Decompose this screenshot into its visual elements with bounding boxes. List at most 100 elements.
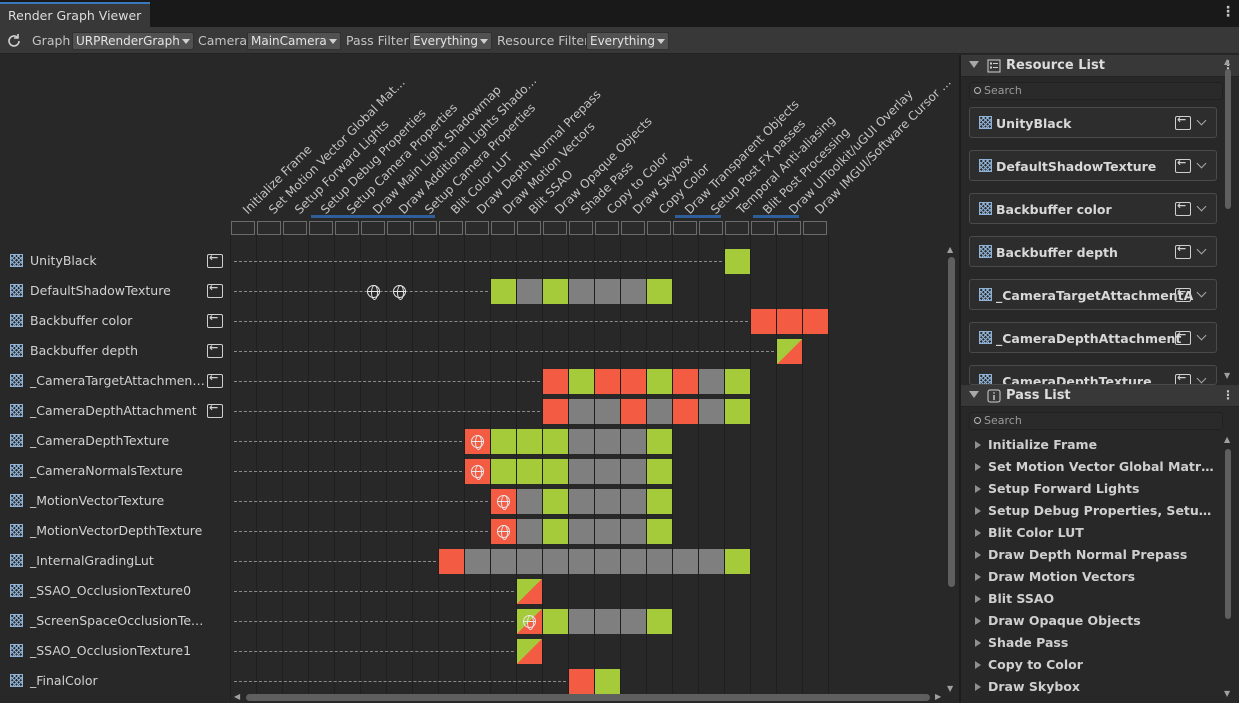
pass-column-header-box[interactable] <box>803 221 827 235</box>
pass-list-scrollbar[interactable]: ▲ ▼ <box>1224 435 1232 703</box>
pass-column-header-box[interactable] <box>491 221 515 235</box>
resource-search-input[interactable]: Search <box>969 82 1223 100</box>
write-cell[interactable] <box>439 549 464 574</box>
write-cell[interactable] <box>621 369 646 394</box>
unused-cell[interactable] <box>699 549 724 574</box>
resource-row-label[interactable]: _SSAO_OcclusionTexture0 <box>10 583 205 603</box>
read-cell[interactable] <box>543 609 568 634</box>
collapse-triangle-icon[interactable] <box>969 61 979 68</box>
resource-row-label[interactable]: _CameraDepthTexture <box>10 433 205 453</box>
pass-column-header-box[interactable] <box>283 221 307 235</box>
unused-cell[interactable] <box>621 609 646 634</box>
read-cell[interactable] <box>517 429 542 454</box>
unused-cell[interactable] <box>491 549 516 574</box>
unused-cell[interactable] <box>569 489 594 514</box>
unused-cell[interactable] <box>569 549 594 574</box>
pass-list-item[interactable]: Shade Pass <box>975 635 1215 657</box>
chevron-down-icon[interactable] <box>1196 330 1207 341</box>
unused-cell[interactable] <box>595 459 620 484</box>
resource-card[interactable]: _CameraTargetAttachmentA <box>969 279 1217 310</box>
pass-column-header-box[interactable] <box>517 221 541 235</box>
unused-cell[interactable] <box>621 549 646 574</box>
pass-column-header-box[interactable] <box>335 221 359 235</box>
pass-column-header-box[interactable] <box>257 221 281 235</box>
write-cell[interactable] <box>569 669 594 694</box>
resource-row-label[interactable]: _SSAO_OcclusionTexture1 <box>10 643 205 663</box>
pass-list-item[interactable]: Draw Opaque Objects <box>975 613 1215 635</box>
refresh-icon[interactable] <box>6 33 22 49</box>
tab-render-graph-viewer[interactable]: Render Graph Viewer <box>0 2 150 27</box>
write-cell[interactable] <box>751 309 776 334</box>
chevron-down-icon[interactable] <box>1196 158 1207 169</box>
pass-column-header-box[interactable] <box>751 221 775 235</box>
pass-column-header-box[interactable] <box>569 221 593 235</box>
unused-cell[interactable] <box>673 549 698 574</box>
read-cell[interactable] <box>725 549 750 574</box>
unused-cell[interactable] <box>699 369 724 394</box>
unused-cell[interactable] <box>569 519 594 544</box>
pass-column-header-box[interactable] <box>439 221 463 235</box>
read-cell[interactable] <box>647 609 672 634</box>
resource-row-label[interactable]: _InternalGradingLut <box>10 553 205 573</box>
pass-list-item[interactable]: Draw Depth Normal Prepass <box>975 547 1215 569</box>
read-cell[interactable] <box>647 279 672 304</box>
read-cell[interactable] <box>543 489 568 514</box>
unused-cell[interactable] <box>595 399 620 424</box>
resource-card[interactable]: _CameraDepthTexture <box>969 365 1217 385</box>
unused-cell[interactable] <box>569 459 594 484</box>
chevron-down-icon[interactable] <box>1196 373 1207 384</box>
read-cell[interactable] <box>569 369 594 394</box>
read-cell[interactable] <box>725 249 750 274</box>
scroll-down-icon[interactable]: ▼ <box>947 684 954 693</box>
resource-card[interactable]: Backbuffer color <box>969 193 1217 224</box>
resource-row-label[interactable]: _FinalColor <box>10 673 205 693</box>
resource-list-header[interactable]: Resource List ⋮ <box>961 55 1239 77</box>
unused-cell[interactable] <box>517 279 542 304</box>
unused-cell[interactable] <box>595 609 620 634</box>
resource-list-scrollbar[interactable]: ▲ ▼ <box>1224 55 1232 385</box>
read-cell[interactable] <box>647 429 672 454</box>
read-write-cell[interactable] <box>517 579 542 604</box>
read-cell[interactable] <box>647 369 672 394</box>
pass-column-header-box[interactable] <box>387 221 411 235</box>
scroll-down-icon[interactable]: ▼ <box>1224 371 1231 380</box>
read-cell[interactable] <box>595 669 620 694</box>
vertical-scrollbar[interactable]: ▲ ▼ <box>946 245 956 695</box>
resource-row-label[interactable]: _CameraTargetAttachmentA <box>10 373 205 393</box>
resource-row-label[interactable]: _ScreenSpaceOcclusionTextu... <box>10 613 205 633</box>
pass-column-header-box[interactable] <box>621 221 645 235</box>
scroll-up-icon[interactable]: ▲ <box>947 245 954 254</box>
resource-card[interactable]: _CameraDepthAttachment <box>969 322 1217 353</box>
pass-column-header-box[interactable] <box>777 221 801 235</box>
unused-cell[interactable] <box>621 459 646 484</box>
pass-list-item[interactable]: Blit Color LUT <box>975 525 1215 547</box>
resource-filter-dropdown[interactable]: Everything <box>586 32 669 50</box>
read-write-cell[interactable] <box>777 339 802 364</box>
vertical-scroll-thumb[interactable] <box>948 257 955 587</box>
pass-column-header-box[interactable] <box>699 221 723 235</box>
write-cell[interactable] <box>777 309 802 334</box>
unused-cell[interactable] <box>595 429 620 454</box>
read-cell[interactable] <box>491 459 516 484</box>
scroll-up-icon[interactable]: ▲ <box>1224 57 1231 66</box>
read-cell[interactable] <box>543 519 568 544</box>
scroll-right-icon[interactable]: ▶ <box>935 692 942 701</box>
resource-list-menu-icon[interactable]: ⋮ <box>1222 58 1234 72</box>
unused-cell[interactable] <box>569 429 594 454</box>
unused-cell[interactable] <box>543 549 568 574</box>
pass-list-scroll-thumb[interactable] <box>1225 449 1231 619</box>
pass-list-item[interactable]: Setup Forward Lights <box>975 481 1215 503</box>
read-cell[interactable] <box>647 489 672 514</box>
pass-list-header[interactable]: Pass List ⋮ <box>961 385 1239 407</box>
pass-column-header-box[interactable] <box>465 221 489 235</box>
unused-cell[interactable] <box>595 489 620 514</box>
read-cell[interactable] <box>647 519 672 544</box>
read-cell[interactable] <box>543 459 568 484</box>
pass-column-header-box[interactable] <box>361 221 385 235</box>
unused-cell[interactable] <box>647 399 672 424</box>
read-cell[interactable] <box>543 279 568 304</box>
read-cell[interactable] <box>491 279 516 304</box>
scroll-up-icon[interactable]: ▲ <box>1224 435 1231 444</box>
collapse-triangle-icon[interactable] <box>969 391 979 398</box>
unused-cell[interactable] <box>621 429 646 454</box>
